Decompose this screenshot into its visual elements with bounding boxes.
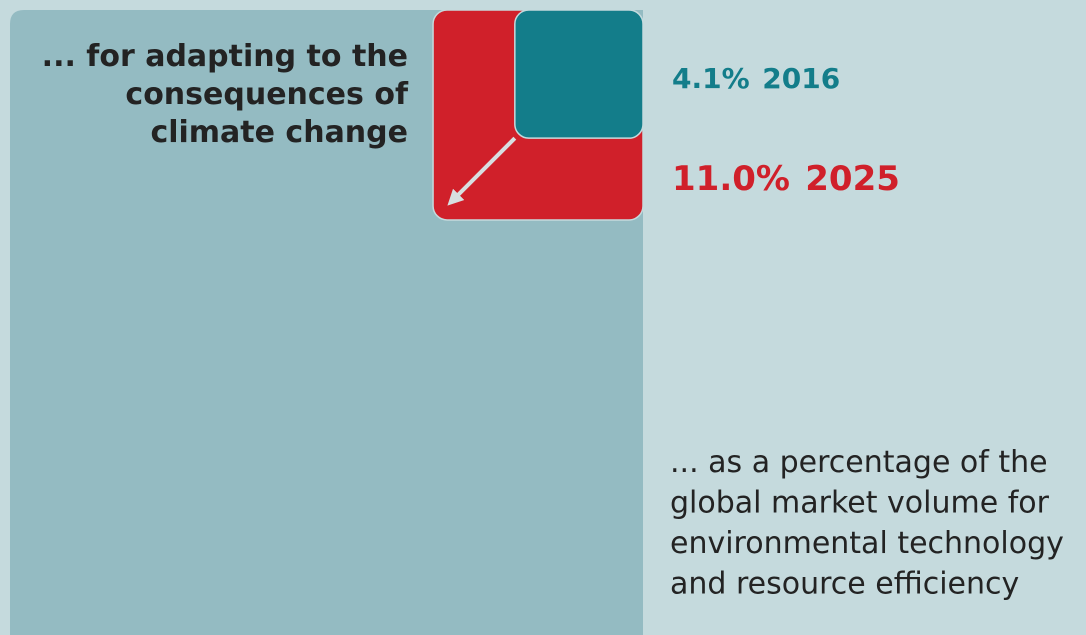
title-line: ... for adapting to the <box>42 39 408 74</box>
note-line: environmental technology <box>670 526 1064 561</box>
series-name: 2025 <box>805 159 900 199</box>
growth-arrow <box>447 136 517 206</box>
note-line: ... as a percentage of the <box>670 445 1048 480</box>
note-line: global market volume for <box>670 486 1050 521</box>
title-line: climate change <box>150 115 408 150</box>
value-label: 4.1% <box>672 62 750 95</box>
series-label: 11.0% 2025 <box>672 159 900 199</box>
title-line: consequences of <box>125 77 409 112</box>
share-square <box>514 9 644 139</box>
series-name: 2016 <box>762 62 840 95</box>
value-label: 11.0% <box>672 159 790 199</box>
series-label: 4.1% 2016 <box>672 62 840 95</box>
note-line: and resource efficiency <box>670 567 1019 602</box>
